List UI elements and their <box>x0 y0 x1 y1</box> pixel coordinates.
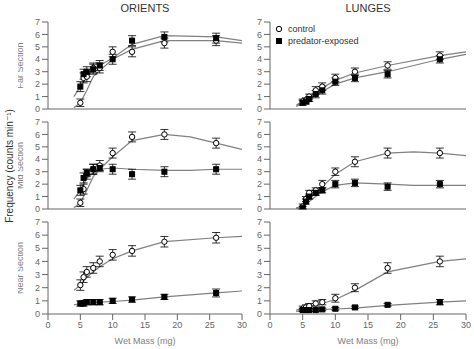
svg-text:10: 10 <box>108 320 118 330</box>
svg-text:0: 0 <box>35 204 40 214</box>
svg-text:4: 4 <box>35 154 40 164</box>
svg-text:6: 6 <box>35 130 40 140</box>
svg-text:4: 4 <box>257 54 262 64</box>
svg-text:5: 5 <box>78 320 83 330</box>
svg-text:Wet Mass (mg): Wet Mass (mg) <box>338 336 399 346</box>
svg-text:6: 6 <box>257 30 262 40</box>
svg-text:7: 7 <box>257 17 262 27</box>
svg-text:Far Section: Far Section <box>18 42 25 88</box>
svg-text:3: 3 <box>257 67 262 77</box>
svg-text:15: 15 <box>363 320 373 330</box>
svg-text:5: 5 <box>257 142 262 152</box>
svg-text:3: 3 <box>257 270 262 280</box>
svg-text:30: 30 <box>461 320 466 330</box>
svg-text:5: 5 <box>35 243 40 253</box>
svg-text:4: 4 <box>257 154 262 164</box>
svg-text:1: 1 <box>35 296 40 306</box>
svg-text:20: 20 <box>396 320 406 330</box>
svg-text:5: 5 <box>300 320 305 330</box>
svg-text:0: 0 <box>35 104 40 114</box>
svg-text:30: 30 <box>237 320 247 330</box>
svg-text:Near Section: Near Section <box>18 242 25 294</box>
svg-text:4: 4 <box>35 257 40 267</box>
svg-text:5: 5 <box>257 243 262 253</box>
svg-text:25: 25 <box>428 320 438 330</box>
svg-text:3: 3 <box>35 270 40 280</box>
svg-text:0: 0 <box>267 320 272 330</box>
svg-text:7: 7 <box>257 217 262 227</box>
svg-text:20: 20 <box>172 320 182 330</box>
svg-text:Frequency (counts min⁻¹): Frequency (counts min⁻¹) <box>8 109 15 223</box>
svg-text:5: 5 <box>35 142 40 152</box>
svg-text:6: 6 <box>35 230 40 240</box>
svg-text:0: 0 <box>257 204 262 214</box>
svg-text:Mid Section: Mid Section <box>18 142 25 189</box>
svg-text:7: 7 <box>35 17 40 27</box>
svg-text:1: 1 <box>257 296 262 306</box>
html-text:ORIENTS: ORIENTS <box>120 2 170 14</box>
svg-text:5: 5 <box>257 42 262 52</box>
svg-text:2: 2 <box>257 79 262 89</box>
svg-text:0: 0 <box>45 320 50 330</box>
svg-text:25: 25 <box>205 320 215 330</box>
svg-text:10: 10 <box>330 320 340 330</box>
svg-text:7: 7 <box>257 117 262 127</box>
svg-text:0: 0 <box>257 309 262 319</box>
svg-text:15: 15 <box>140 320 150 330</box>
svg-text:3: 3 <box>257 167 262 177</box>
svg-text:0: 0 <box>257 104 262 114</box>
svg-text:5: 5 <box>35 42 40 52</box>
svg-text:1: 1 <box>35 92 40 102</box>
svg-text:4: 4 <box>257 257 262 267</box>
svg-text:1: 1 <box>35 192 40 202</box>
svg-text:1: 1 <box>257 192 262 202</box>
svg-text:1: 1 <box>257 92 262 102</box>
svg-text:3: 3 <box>35 67 40 77</box>
svg-text:2: 2 <box>35 283 40 293</box>
svg-text:Wet Mass (mg): Wet Mass (mg) <box>115 336 176 346</box>
svg-text:4: 4 <box>35 54 40 64</box>
svg-text:6: 6 <box>257 130 262 140</box>
svg-text:7: 7 <box>35 217 40 227</box>
svg-text:6: 6 <box>257 230 262 240</box>
svg-text:3: 3 <box>35 167 40 177</box>
html-text:LUNGES: LUNGES <box>345 2 391 14</box>
svg-text:2: 2 <box>35 79 40 89</box>
html-text:control: control <box>288 24 315 34</box>
svg-text:0: 0 <box>35 309 40 319</box>
svg-text:2: 2 <box>35 179 40 189</box>
html-text:predator-exposed: predator-exposed <box>288 36 359 46</box>
svg-text:6: 6 <box>35 30 40 40</box>
svg-text:7: 7 <box>35 117 40 127</box>
svg-text:2: 2 <box>257 179 262 189</box>
svg-text:2: 2 <box>257 283 262 293</box>
